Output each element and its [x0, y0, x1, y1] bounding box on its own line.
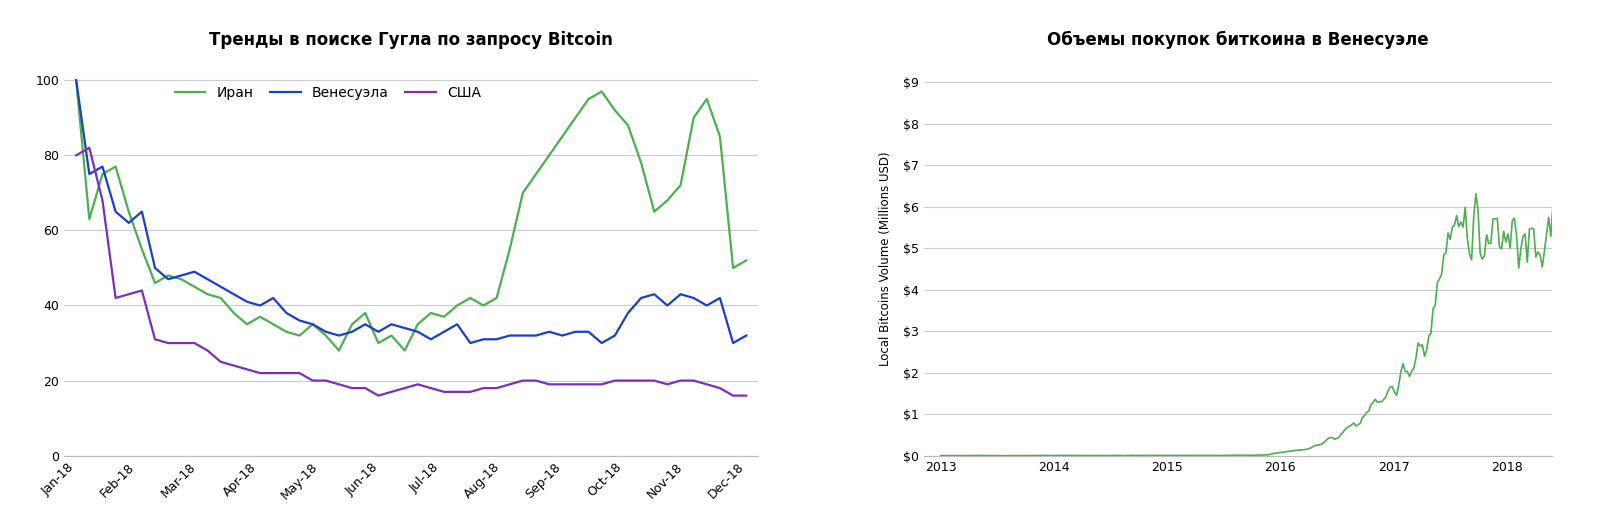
США — [368, 393, 387, 399]
Title: Тренды в поиске Гугла по запросу Bitcoin: Тренды в поиске Гугла по запросу Bitcoin — [210, 31, 613, 49]
Иран — [302, 321, 322, 327]
Венесуэла — [514, 332, 533, 338]
США — [526, 377, 546, 383]
Венесуэла — [698, 303, 717, 309]
Венесуэла — [118, 220, 138, 226]
США — [501, 381, 520, 388]
Иран — [395, 348, 414, 354]
Венесуэла — [382, 321, 402, 327]
Венесуэла — [67, 77, 86, 83]
Иран — [486, 295, 506, 301]
Line: США: США — [77, 148, 746, 396]
США — [80, 145, 99, 151]
Line: Венесуэла: Венесуэла — [77, 80, 746, 343]
Y-axis label: Local Bitcoins Volume (Millions USD): Local Bitcoins Volume (Millions USD) — [878, 151, 891, 366]
США — [408, 381, 427, 388]
Венесуэла — [486, 336, 506, 343]
Иран — [514, 190, 533, 196]
США — [317, 377, 336, 383]
Венесуэла — [461, 340, 480, 346]
Legend: Иран, Венесуэла, США: Иран, Венесуэла, США — [170, 80, 486, 105]
Иран — [698, 96, 717, 102]
Иран — [67, 77, 86, 83]
Иран — [118, 208, 138, 215]
Line: Иран: Иран — [77, 80, 746, 351]
США — [448, 389, 467, 395]
США — [67, 152, 86, 158]
США — [736, 393, 755, 399]
США — [133, 287, 152, 293]
Венесуэла — [302, 321, 322, 327]
Title: Объемы покупок биткоина в Венесуэле: Объемы покупок биткоина в Венесуэле — [1046, 31, 1429, 49]
Иран — [736, 258, 755, 264]
Иран — [330, 348, 349, 354]
Венесуэла — [736, 332, 755, 338]
